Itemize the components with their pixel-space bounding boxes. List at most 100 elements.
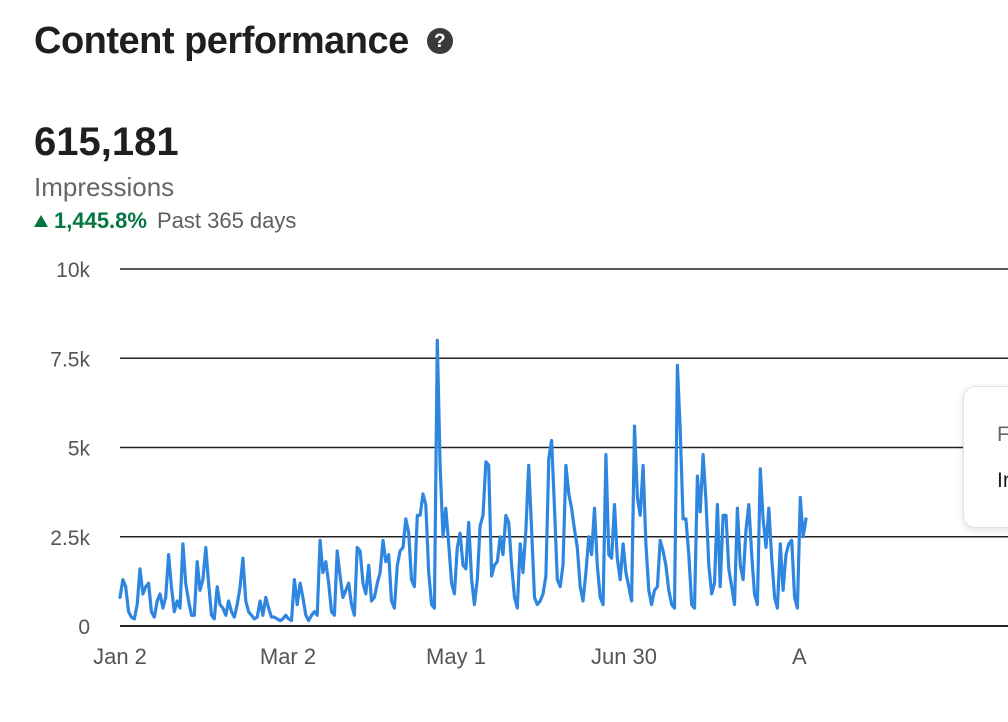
data-point[interactable]	[394, 562, 400, 568]
data-point[interactable]	[663, 562, 669, 568]
data-point[interactable]	[766, 505, 772, 511]
data-point[interactable]	[231, 614, 237, 620]
data-point[interactable]	[126, 609, 132, 615]
data-point[interactable]	[168, 584, 174, 590]
data-point[interactable]	[254, 614, 260, 620]
data-point[interactable]	[557, 584, 563, 590]
data-point[interactable]	[391, 605, 397, 611]
data-point[interactable]	[643, 541, 649, 547]
data-point[interactable]	[783, 552, 789, 558]
data-point[interactable]	[471, 602, 477, 608]
data-point[interactable]	[654, 584, 660, 590]
data-point[interactable]	[623, 570, 629, 576]
data-point[interactable]	[709, 591, 715, 597]
data-point[interactable]	[649, 602, 655, 608]
data-point[interactable]	[686, 552, 692, 558]
data-point[interactable]	[289, 618, 295, 624]
data-point[interactable]	[366, 562, 372, 568]
data-point[interactable]	[157, 591, 163, 597]
data-point[interactable]	[300, 594, 306, 600]
data-point[interactable]	[597, 594, 603, 600]
data-point[interactable]	[717, 584, 723, 590]
data-point[interactable]	[351, 612, 357, 618]
data-point[interactable]	[543, 573, 549, 579]
data-point[interactable]	[740, 577, 746, 583]
data-point[interactable]	[774, 605, 780, 611]
data-point[interactable]	[486, 462, 492, 468]
data-point[interactable]	[474, 577, 480, 583]
data-point[interactable]	[123, 584, 129, 590]
data-point[interactable]	[206, 580, 212, 586]
data-point[interactable]	[400, 545, 406, 551]
data-point[interactable]	[360, 580, 366, 586]
data-point[interactable]	[383, 559, 389, 565]
data-point[interactable]	[146, 580, 152, 586]
data-point[interactable]	[569, 505, 575, 511]
data-point[interactable]	[454, 545, 460, 551]
data-point[interactable]	[263, 594, 269, 600]
data-point[interactable]	[186, 598, 192, 604]
data-point[interactable]	[554, 577, 560, 583]
data-point[interactable]	[317, 537, 323, 543]
data-point[interactable]	[171, 609, 177, 615]
data-point[interactable]	[463, 566, 469, 572]
question-circle-icon[interactable]: ?	[426, 28, 453, 54]
data-point[interactable]	[197, 587, 203, 593]
data-point[interactable]	[512, 594, 518, 600]
data-point[interactable]	[729, 584, 735, 590]
data-point[interactable]	[294, 602, 300, 608]
data-point[interactable]	[469, 577, 475, 583]
data-point[interactable]	[346, 580, 352, 586]
data-point[interactable]	[411, 584, 417, 590]
data-point[interactable]	[540, 591, 546, 597]
data-point[interactable]	[603, 452, 609, 458]
data-point[interactable]	[780, 587, 786, 593]
data-point[interactable]	[657, 537, 663, 543]
data-point[interactable]	[191, 612, 197, 618]
data-point[interactable]	[737, 562, 743, 568]
data-point[interactable]	[563, 462, 569, 468]
data-point[interactable]	[374, 580, 380, 586]
data-point[interactable]	[594, 562, 600, 568]
impressions-series-line[interactable]	[118, 338, 808, 623]
data-point[interactable]	[723, 512, 729, 518]
data-point[interactable]	[586, 534, 592, 540]
data-point[interactable]	[134, 602, 140, 608]
data-point[interactable]	[240, 555, 246, 561]
data-point[interactable]	[794, 605, 800, 611]
data-point[interactable]	[789, 537, 795, 543]
data-point[interactable]	[423, 502, 429, 508]
data-point[interactable]	[666, 587, 672, 593]
data-point[interactable]	[777, 541, 783, 547]
data-point[interactable]	[609, 555, 615, 561]
data-point[interactable]	[632, 423, 638, 429]
data-point[interactable]	[200, 577, 206, 583]
data-point[interactable]	[620, 541, 626, 547]
data-point[interactable]	[629, 598, 635, 604]
data-point[interactable]	[306, 618, 312, 624]
data-point[interactable]	[334, 548, 340, 554]
data-point[interactable]	[763, 545, 769, 551]
data-point[interactable]	[406, 530, 412, 536]
data-point[interactable]	[500, 552, 506, 558]
data-point[interactable]	[389, 598, 395, 604]
data-point[interactable]	[509, 562, 515, 568]
data-point[interactable]	[714, 502, 720, 508]
data-point[interactable]	[443, 505, 449, 511]
data-point[interactable]	[223, 612, 229, 618]
data-point[interactable]	[237, 584, 243, 590]
data-point[interactable]	[674, 362, 680, 368]
data-point[interactable]	[326, 580, 332, 586]
data-point[interactable]	[314, 612, 320, 618]
data-point[interactable]	[692, 605, 698, 611]
data-point[interactable]	[706, 562, 712, 568]
data-point[interactable]	[574, 545, 580, 551]
data-point[interactable]	[451, 591, 457, 597]
data-point[interactable]	[497, 534, 503, 540]
data-point[interactable]	[331, 612, 337, 618]
data-point[interactable]	[466, 520, 472, 526]
data-point[interactable]	[131, 616, 137, 622]
data-point[interactable]	[800, 534, 806, 540]
data-point[interactable]	[426, 570, 432, 576]
data-point[interactable]	[446, 541, 452, 547]
